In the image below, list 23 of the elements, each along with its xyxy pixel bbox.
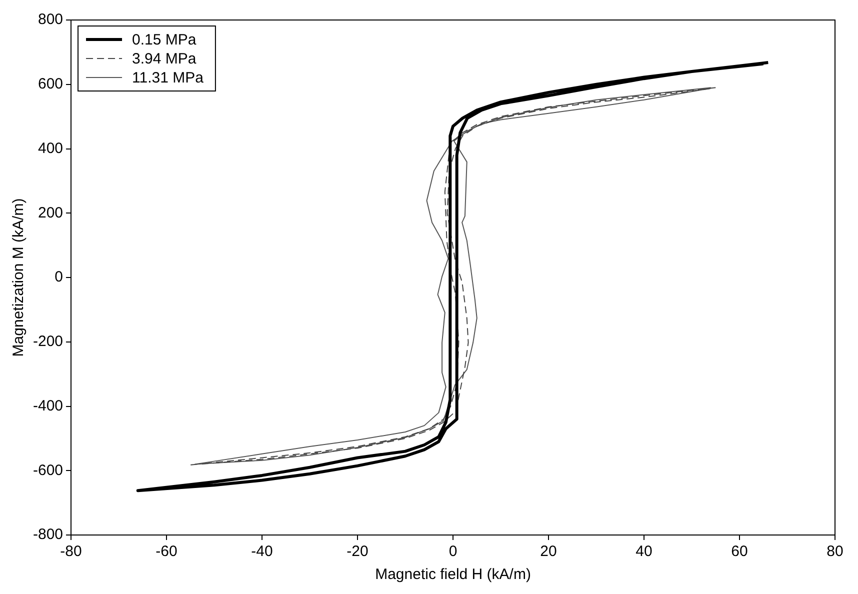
legend-label: 11.31 MPa <box>132 70 204 87</box>
x-tick-label: -40 <box>251 543 273 560</box>
y-tick-label: -400 <box>32 397 64 414</box>
y-tick-label: 800 <box>38 11 64 28</box>
legend-label: 3.94 MPa <box>132 50 197 68</box>
y-tick-label: -800 <box>32 526 64 544</box>
x-tick-label: 20 <box>540 543 557 560</box>
x-axis-title: Magnetic field H (kA/m) <box>375 566 531 584</box>
legend-label: 0.15 MPa <box>132 32 197 49</box>
y-tick-label: 200 <box>38 204 64 222</box>
y-tick-label: -200 <box>32 333 64 350</box>
x-tick-label: -60 <box>156 543 178 560</box>
y-tick-label: 400 <box>38 140 64 157</box>
y-tick-label: 0 <box>54 268 64 286</box>
x-tick-label: -80 <box>60 543 82 560</box>
x-tick-label: 60 <box>731 543 748 560</box>
x-tick-label: 0 <box>448 543 458 560</box>
y-tick-label: 600 <box>38 76 64 93</box>
y-axis-title: Magnetization M (kA/m) <box>10 198 28 357</box>
y-tick-label: -600 <box>32 462 64 479</box>
x-tick-label: 80 <box>826 543 844 560</box>
x-tick-label: -20 <box>346 543 368 560</box>
x-tick-label: 40 <box>636 543 652 560</box>
